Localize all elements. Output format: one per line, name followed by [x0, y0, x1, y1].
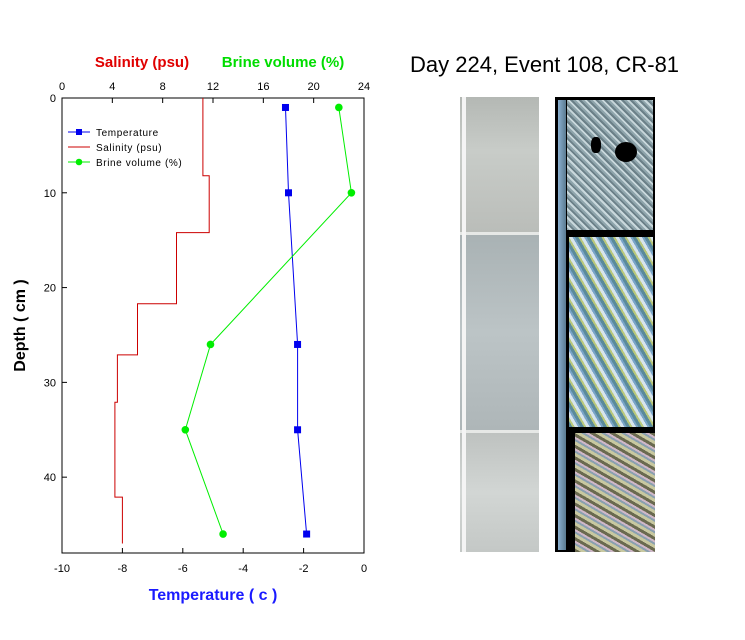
- brine-volume-point: [219, 530, 227, 538]
- y-tick-label: 20: [44, 283, 56, 295]
- x-top-tick-label: 4: [109, 81, 115, 93]
- series-line-temperature: [285, 107, 308, 535]
- brine-axis-label: Brine volume (%): [222, 54, 345, 71]
- salinity-axis-label: Salinity (psu): [95, 54, 189, 71]
- legend-marker-circle: [75, 158, 83, 166]
- brine-volume-point: [206, 340, 215, 349]
- y-tick-label: 10: [44, 188, 56, 200]
- legend-entry-label: Temperature: [96, 128, 159, 139]
- x-top-tick-label: 24: [358, 81, 370, 93]
- temperature-point: [294, 426, 302, 434]
- y-axis-label: Depth ( cm ): [12, 279, 29, 371]
- x-top-tick-label: 0: [59, 81, 65, 93]
- x-bottom-tick-label: -2: [299, 563, 309, 575]
- legend-marker-square: [76, 129, 82, 135]
- x-top-tick-label: 16: [257, 81, 269, 93]
- chart-title: Day 224, Event 108, CR-81: [410, 52, 680, 77]
- x-top-tick-label: 12: [207, 81, 219, 93]
- temperature-point: [303, 530, 311, 538]
- x-bottom-axis-label: Temperature ( c ): [149, 587, 278, 604]
- brine-volume-point: [347, 188, 356, 197]
- x-bottom-tick-label: -10: [54, 563, 70, 575]
- x-bottom-tick-label: -8: [118, 563, 128, 575]
- x-bottom-tick-label: -4: [238, 563, 248, 575]
- x-top-tick-label: 8: [160, 81, 166, 93]
- series-line-brine: [184, 107, 352, 535]
- core-photo-left: [460, 97, 539, 552]
- core-photo-right: [555, 97, 655, 552]
- y-tick-label: 40: [44, 472, 56, 484]
- temperature-point: [281, 103, 289, 111]
- x-bottom-tick-label: 0: [361, 563, 367, 575]
- legend-entry-label: Salinity (psu): [96, 143, 162, 154]
- legend-entry-label: Brine volume (%): [96, 158, 182, 169]
- temperature-point: [285, 189, 292, 197]
- brine-volume-point: [181, 425, 190, 434]
- x-bottom-tick-label: -6: [178, 563, 188, 575]
- temperature-point: [294, 340, 302, 348]
- y-tick-label: 0: [50, 93, 56, 105]
- x-top-tick-label: 20: [308, 81, 320, 93]
- series-line-salinity: [114, 98, 210, 544]
- y-tick-label: 30: [44, 377, 56, 389]
- brine-volume-point: [335, 103, 343, 112]
